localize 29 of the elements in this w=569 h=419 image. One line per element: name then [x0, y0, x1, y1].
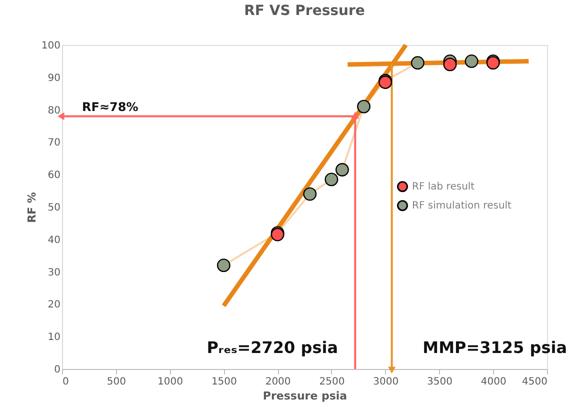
legend-label: RF simulation result: [412, 200, 512, 212]
y-tick-label: 10: [48, 332, 60, 344]
x-tick-label: 4500: [522, 376, 548, 388]
y-tick-label: 40: [48, 234, 60, 246]
y-tick-label: 20: [48, 300, 60, 311]
x-tick-label: 3000: [373, 376, 399, 388]
y-tick-label: 30: [48, 267, 60, 278]
legend-label: RF lab result: [412, 182, 475, 193]
annotation: MMP=3125 psia: [422, 338, 567, 357]
y-tick-label: 60: [48, 170, 60, 182]
x-tick-label: 2000: [265, 376, 291, 388]
x-tick-label: 4000: [480, 376, 506, 388]
y-tick-label: 0: [54, 364, 60, 376]
y-tick-label: 90: [48, 72, 60, 84]
y-tick-label: 50: [48, 202, 60, 214]
y-tick-label: 80: [48, 105, 60, 116]
x-axis-title: Pressure psia: [262, 390, 348, 402]
y-axis-title: RF %: [25, 192, 38, 223]
chart-title: RF VS Pressure: [244, 3, 365, 19]
annotation: Pᵣₑₛ=2720 psia: [206, 338, 338, 357]
x-tick-label: 0: [62, 376, 69, 388]
x-tick-label: 2500: [319, 376, 345, 388]
y-tick-label: 100: [41, 40, 60, 52]
x-tick-label: 500: [106, 376, 126, 388]
annotation: RF≈78%: [82, 100, 138, 114]
x-tick-label: 1000: [158, 376, 184, 388]
x-tick-label: 3500: [426, 376, 452, 388]
x-tick-label: 1500: [211, 376, 237, 388]
y-tick-label: 70: [48, 138, 60, 149]
